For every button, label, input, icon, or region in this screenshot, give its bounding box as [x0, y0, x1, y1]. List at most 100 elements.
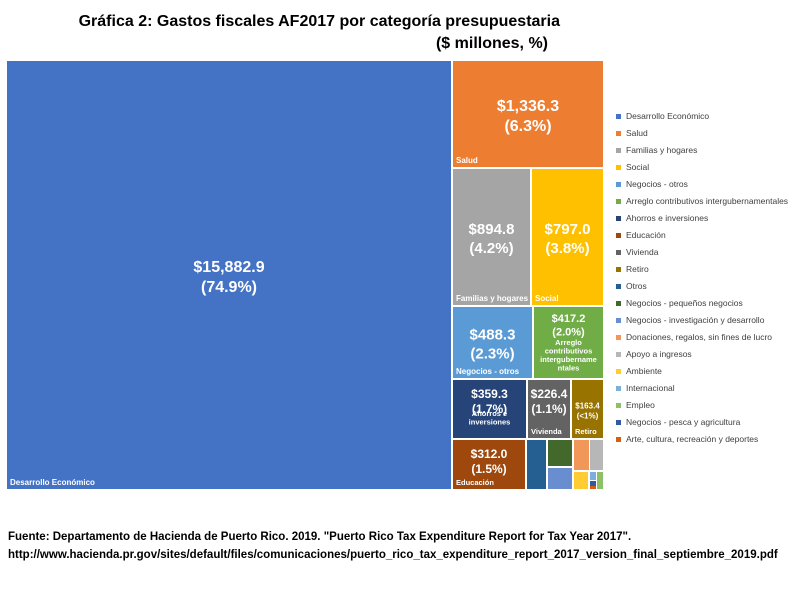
legend-swatch	[616, 403, 621, 409]
treemap-cell-donaciones-regalos-sin-fines-de-lucro	[574, 440, 589, 470]
category-label-arreglo-contributivos-intergubernamentales: intergubername	[540, 355, 597, 364]
legend-entry-apoyo-a-ingresos: Apoyo a ingresos	[616, 346, 788, 363]
legend-entry-otros: Otros	[616, 278, 788, 295]
legend-entry-negocios-otros: Negocios - otros	[616, 176, 788, 193]
legend-entry-salud: Salud	[616, 125, 788, 142]
value-label-retiro: $163.4	[575, 402, 600, 411]
legend-entry-negocios-pequenos-negocios: Negocios - pequeños negocios	[616, 295, 788, 312]
legend-label: Internacional	[626, 383, 675, 393]
legend-swatch	[616, 437, 621, 443]
category-label-vivienda: Vivienda	[531, 427, 563, 436]
chart-title: Gráfica 2: Gastos fiscales AF2017 por ca…	[78, 13, 560, 30]
legend-label: Empleo	[626, 400, 655, 410]
legend-entry-educacion: Educación	[616, 227, 788, 244]
legend-swatch	[616, 250, 621, 256]
pct-label-social: (3.8%)	[545, 240, 589, 257]
legend-entry-donaciones-regalos-sin-fines-de-lucro: Donaciones, regalos, sin fines de lucro	[616, 329, 788, 346]
legend-label: Otros	[626, 281, 647, 291]
treemap-cell-negocios-otros	[453, 307, 532, 378]
legend-entry-negocios-pesca-y-agricultura: Negocios - pesca y agricultura	[616, 414, 788, 431]
treemap-cell-salud	[453, 61, 603, 167]
legend-label: Ahorros e inversiones	[626, 213, 709, 223]
legend-entry-social: Social	[616, 159, 788, 176]
legend-label: Negocios - pesca y agricultura	[626, 417, 741, 427]
treemap-cell-otros	[527, 440, 546, 489]
legend-swatch	[616, 420, 621, 426]
category-label-arreglo-contributivos-intergubernamentales: Arreglo	[555, 338, 582, 347]
legend-label: Apoyo a ingresos	[626, 349, 692, 359]
legend-label: Educación	[626, 230, 666, 240]
legend-label: Desarrollo Económico	[626, 111, 710, 121]
source-citation: Fuente: Departamento de Hacienda de Puer…	[8, 531, 632, 543]
legend-label: Retiro	[626, 264, 649, 274]
legend-swatch	[616, 233, 621, 239]
legend-label: Negocios - otros	[626, 179, 688, 189]
value-label-negocios-otros: $488.3	[470, 327, 516, 344]
legend-entry-internacional: Internacional	[616, 380, 788, 397]
value-label-familias-y-hogares: $894.8	[469, 221, 515, 238]
treemap-cell-negocios-investigacion-y-desarrollo	[548, 468, 572, 489]
chart-legend: Desarrollo Económico Salud Familias y hoga…	[616, 108, 788, 448]
legend-swatch	[616, 284, 621, 290]
legend-label: Social	[626, 162, 650, 172]
legend-swatch	[616, 114, 621, 120]
treemap-cell-negocios-pequenos-negocios	[548, 440, 572, 466]
category-label-arreglo-contributivos-intergubernamentales: contributivos	[545, 347, 593, 356]
legend-swatch	[616, 318, 621, 324]
legend-entry-retiro: Retiro	[616, 261, 788, 278]
category-label-social: Social	[535, 294, 559, 303]
legend-label: Salud	[626, 128, 648, 138]
source-note: Fuente: Departamento de Hacienda de Puer…	[8, 528, 778, 564]
legend-entry-arte-cultura-recreacion-y-deportes: Arte, cultura, recreación y deportes	[616, 431, 788, 448]
treemap-cell-arte-cultura-recreacion-y-deportes	[590, 486, 596, 489]
treemap-cell-ahorros-e-inversiones	[453, 380, 526, 438]
treemap-cell-empleo	[597, 472, 603, 489]
legend-swatch	[616, 369, 621, 375]
legend-swatch	[616, 335, 621, 341]
legend-label: Arte, cultura, recreación y deportes	[626, 434, 759, 444]
legend-label: Ambiente	[626, 366, 662, 376]
category-label-ahorros-e-inversiones: Ahorros e	[472, 409, 507, 418]
value-label-ahorros-e-inversiones: $359.3	[471, 387, 508, 401]
category-label-salud: Salud	[456, 156, 478, 165]
treemap-cell-arreglo-contributivos-intergubernamentales	[534, 307, 603, 378]
pct-label-vivienda: (1.1%)	[531, 402, 566, 416]
legend-swatch	[616, 165, 621, 171]
treemap-cell-retiro	[572, 380, 603, 438]
legend-entry-arreglo-contributivos-intergubernamentales: Arreglo contributivos intergubernamental…	[616, 193, 788, 210]
category-label-arreglo-contributivos-intergubernamentales: ntales	[558, 364, 580, 373]
legend-label: Arreglo contributivos intergubernamental…	[626, 196, 789, 206]
pct-label-familias-y-hogares: (4.2%)	[469, 240, 513, 257]
treemap-cell-vivienda	[528, 380, 570, 438]
value-label-social: $797.0	[545, 221, 591, 238]
pct-label-arreglo-contributivos-intergubernamentales: (2.0%)	[552, 327, 585, 339]
legend-swatch	[616, 148, 621, 154]
category-label-ahorros-e-inversiones: inversiones	[469, 418, 511, 427]
legend-label: Vivienda	[626, 247, 659, 257]
category-label-familias-y-hogares: Familias y hogares	[456, 294, 529, 303]
legend-entry-negocios-investigacion-y-desarrollo: Negocios - investigación y desarrollo	[616, 312, 788, 329]
treemap-cell-educacion	[453, 440, 525, 489]
pct-label-desarrollo-economico: (74.9%)	[201, 279, 257, 296]
legend-swatch	[616, 352, 621, 358]
category-label-retiro: Retiro	[575, 427, 597, 436]
treemap-cell-ambiente	[574, 472, 588, 489]
source-url: http://www.hacienda.pr.gov/sites/default…	[8, 549, 778, 561]
legend-entry-ambiente: Ambiente	[616, 363, 788, 380]
legend-label: Familias y hogares	[626, 145, 698, 155]
value-label-vivienda: $226.4	[531, 387, 568, 401]
treemap-cell-social	[532, 169, 603, 305]
legend-swatch	[616, 216, 621, 222]
category-label-educacion: Educación	[456, 478, 494, 487]
legend-swatch	[616, 199, 621, 205]
legend-entry-vivienda: Vivienda	[616, 244, 788, 261]
value-label-educacion: $312.0	[471, 447, 508, 461]
legend-entry-empleo: Empleo	[616, 397, 788, 414]
legend-swatch	[616, 131, 621, 137]
treemap-cell-familias-y-hogares	[453, 169, 530, 305]
legend-swatch	[616, 386, 621, 392]
legend-label: Donaciones, regalos, sin fines de lucro	[626, 332, 772, 342]
pct-label-educacion: (1.5%)	[471, 462, 506, 476]
treemap-cell-negocios-pesca-y-agricultura	[590, 481, 596, 489]
